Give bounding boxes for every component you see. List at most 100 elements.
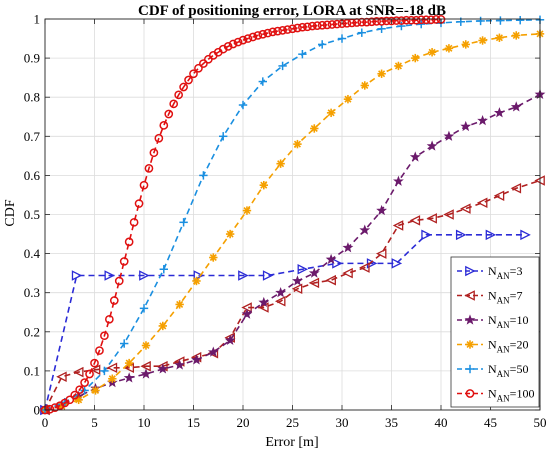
data-point [124, 237, 134, 247]
data-point [258, 77, 267, 86]
data-point [317, 20, 327, 30]
data-point [238, 35, 248, 45]
data-point [169, 99, 179, 109]
data-point [411, 15, 421, 25]
data-point [159, 265, 168, 274]
data-point [199, 59, 208, 68]
y-tick-label: 0.3 [24, 285, 40, 300]
x-tick-label: 5 [91, 415, 98, 430]
data-point [322, 20, 332, 30]
data-point [268, 27, 278, 37]
y-tick-label: 0.6 [24, 168, 41, 183]
legend-marker [464, 290, 475, 301]
data-point [478, 36, 487, 45]
marker-stroke [466, 340, 474, 349]
marker-stroke [142, 341, 150, 350]
data-point [392, 220, 404, 231]
data-point [376, 204, 387, 216]
data-point [382, 16, 391, 26]
legend-box [450, 256, 540, 408]
marker-stroke [462, 40, 470, 48]
data-point [114, 276, 124, 286]
data-point [71, 270, 83, 281]
marker-stroke [445, 44, 453, 52]
series-layer [39, 15, 546, 416]
marker-stroke [344, 95, 352, 103]
data-point [411, 53, 420, 63]
legend-marker [465, 389, 475, 398]
data-point [253, 31, 263, 40]
legend-label-sub: AN [497, 320, 510, 330]
legend-label-main: N [488, 338, 497, 352]
legend-item: NAN=7 [457, 289, 522, 306]
legend-marker [465, 340, 475, 349]
data-point [233, 37, 243, 47]
legend-label-main: N [488, 289, 497, 303]
marker-stroke [260, 181, 268, 189]
legend-label-suffix: =7 [510, 289, 523, 303]
data-point [56, 371, 67, 383]
y-tick-label: 0.8 [24, 90, 40, 105]
y-tick-label: 0.4 [24, 246, 41, 261]
marker-stroke [394, 62, 402, 70]
x-tick-label: 0 [42, 415, 49, 430]
data-point [238, 270, 249, 281]
data-point [174, 359, 186, 370]
data-point [427, 48, 437, 57]
data-point [258, 296, 270, 308]
data-point [129, 217, 139, 227]
y-tick-label: 0.7 [24, 129, 41, 144]
data-point [120, 339, 129, 348]
data-point [144, 164, 154, 173]
y-tick-label: 0 [34, 403, 41, 418]
legend-label: NAN=100 [488, 387, 534, 404]
marker-stroke [378, 70, 386, 78]
legend-label-sub: AN [497, 369, 510, 379]
data-point [342, 18, 352, 28]
x-axis-label: Error [m] [265, 435, 318, 450]
series-nan-100 [40, 15, 446, 415]
data-point [443, 130, 455, 141]
data-point [50, 403, 60, 413]
data-point [224, 334, 236, 345]
data-point [510, 101, 522, 112]
x-tick-label: 50 [534, 415, 547, 430]
data-point [342, 242, 354, 253]
data-point [140, 360, 151, 372]
data-point [179, 218, 188, 227]
x-tick-label: 20 [237, 415, 250, 430]
data-point [134, 199, 144, 208]
data-point [392, 16, 401, 25]
axes-frame [44, 18, 541, 411]
data-point [243, 34, 253, 43]
data-point [343, 94, 353, 104]
data-point [426, 15, 436, 25]
legend-marker [464, 314, 476, 325]
data-point [325, 274, 336, 286]
marker-stroke [108, 375, 116, 383]
data-point [278, 25, 287, 35]
data-point [283, 25, 292, 34]
data-point [273, 26, 282, 36]
legend-label-main: N [488, 264, 497, 278]
data-point [357, 17, 367, 27]
data-point [332, 258, 343, 269]
data-point [496, 16, 505, 25]
data-point [342, 267, 353, 279]
legend-label-suffix: =50 [510, 362, 529, 376]
x-tick-label: 45 [484, 415, 497, 430]
data-point [293, 139, 302, 149]
axes: 0 5 10 15 20 25 30 35 40 45 50 0 0.1 0.2 0.3 0.4 0.5 0.6 0… [24, 12, 547, 431]
data-point [318, 40, 327, 49]
data-point [191, 354, 202, 365]
data-point [394, 61, 403, 71]
legend-label-main: N [488, 387, 497, 401]
data-point [139, 304, 149, 313]
data-point [495, 33, 504, 42]
data-point [460, 120, 472, 132]
data-point [393, 175, 404, 186]
data-point [228, 39, 238, 49]
data-point [90, 358, 99, 368]
data-point [223, 42, 233, 51]
legend-marker [465, 364, 475, 374]
